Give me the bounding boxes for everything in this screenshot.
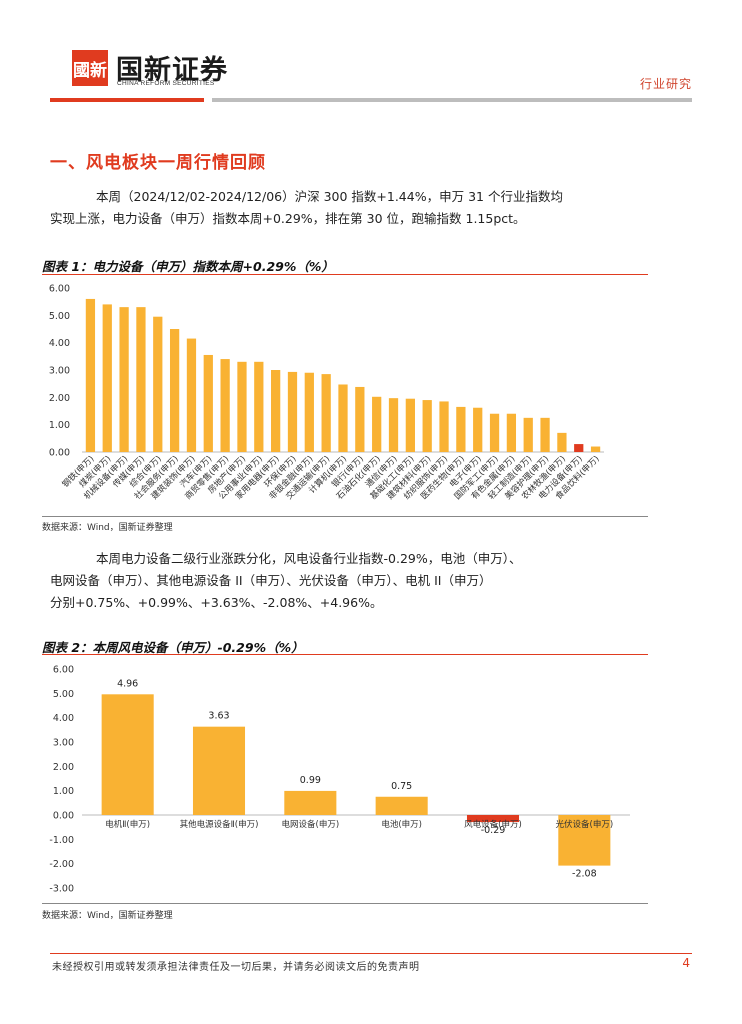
report-type: 行业研究 [639, 77, 692, 91]
chart1-y-tick: 2.00 [49, 393, 70, 404]
paragraph-sub-industry: 本周电力设备二级行业涨跌分化，风电设备行业指数-0.29%，电池（申万）、 电网… [50, 548, 670, 614]
company-name-en: CHINA REFORM SECURITIES [117, 80, 215, 87]
chart1-bar [136, 307, 146, 452]
chart1-bar [271, 370, 281, 452]
chart2-x-tick: 光伏设备(申万) [556, 819, 614, 830]
paragraph-line: 分别+0.75%、+0.99%、+3.63%、-2.08%、+4.96%。 [50, 595, 383, 610]
chart1-bar [85, 298, 96, 452]
chart2-title: 图表 2：本周风电设备（申万）-0.29%（%） [42, 640, 304, 655]
chart2-y-tick: 2.00 [53, 762, 74, 773]
chart2-data-label: -2.08 [572, 869, 597, 880]
chart1-bar [590, 446, 601, 452]
chart1-title: 图表 1：电力设备（申万）指数本周+0.29%（%） [42, 259, 334, 274]
chart2-y-tick: -1.00 [49, 835, 74, 846]
chart2-y-tick: -2.00 [49, 859, 74, 870]
paragraph-line: 本周（2024/12/02-2024/12/06）沪深 300 指数+1.44%… [96, 189, 563, 204]
chart1-bar [304, 372, 314, 452]
chart2-data-label: 0.99 [300, 775, 321, 786]
chart2-y-tick: -3.00 [49, 884, 74, 895]
chart1-bar [119, 307, 129, 452]
chart2-y-tick: 5.00 [53, 689, 74, 700]
chart1-bar [489, 413, 500, 452]
paragraph-line: 实现上涨，电力设备（申万）指数本周+0.29%，排在第 30 位，跑输指数 1.… [50, 211, 526, 226]
chart1-bar [338, 384, 348, 452]
chart1-bar [321, 374, 331, 452]
chart1-bar [473, 407, 483, 452]
chart2-y-tick: 0.00 [53, 811, 74, 822]
chart1-bottom-rule [42, 516, 648, 517]
chart2-bar [284, 790, 337, 815]
chart2-bar [466, 815, 520, 823]
chart1-bar [540, 417, 550, 452]
chart1-bar [388, 398, 399, 452]
chart2-y-tick: 1.00 [53, 786, 74, 797]
chart2-data-label: 3.63 [208, 711, 229, 722]
footer-rule [50, 953, 692, 954]
company-logo: 國新 [72, 50, 108, 86]
chart2-svg: -3.00 -2.00 -1.00 0.00 1.00 2.00 3.00 4.00 5.00 6… [49, 665, 630, 895]
chart2-x-tick: 电机Ⅱ(申万) [105, 819, 150, 830]
chart2-x-tick: 风电设备(申万) [464, 819, 522, 830]
chart2-top-rule [42, 654, 648, 655]
chart1-bar [506, 413, 517, 452]
chart1-bar [186, 338, 197, 452]
paragraph-line: 电网设备（申万）、其他电源设备 II（申万）、光伏设备（申万）、电机 II（申万… [50, 573, 492, 588]
chart2-y-tick: 4.00 [53, 713, 74, 724]
chart1-bar [372, 396, 382, 452]
chart1-bar [203, 354, 213, 452]
chart2-data-label: -0.29 [481, 825, 506, 836]
chart2-data-label: 4.96 [117, 678, 138, 689]
chart1-bar [422, 400, 432, 452]
chart2-x-tick: 电网设备(申万) [282, 819, 340, 830]
chart2-bar [375, 796, 428, 815]
chart1-bar [523, 417, 533, 452]
chart2-bottom-rule [42, 903, 648, 904]
chart1-y-tick: 3.00 [49, 366, 70, 377]
footer-disclaimer: 未经授权引用或转发须承担法律责任及一切后果，并请务必阅读文后的免责声明 [52, 962, 420, 973]
chart1-y-tick: 4.00 [49, 338, 70, 349]
chart2-bar [192, 726, 246, 815]
chart1-svg: 0.001.002.003.004.005.006.00 钢铁(申万)煤炭(申万… [49, 284, 604, 502]
chart1-bar [574, 444, 584, 452]
chart2-bar [558, 815, 611, 866]
section-title: 一、风电板块一周行情回顾 [50, 153, 266, 173]
chart1-bar [439, 401, 449, 452]
chart1-bar [456, 406, 466, 452]
chart1-bar [355, 386, 365, 452]
chart1-bar [153, 316, 163, 452]
chart1-bar [102, 304, 112, 452]
chart1-y-tick: 0.00 [49, 448, 70, 459]
chart1-bar [557, 432, 567, 452]
chart2-data-label: 0.75 [391, 781, 412, 792]
chart2-x-tick: 其他电源设备Ⅱ(申万) [180, 819, 259, 830]
company-name: 国新证券 [116, 55, 228, 86]
chart1-y-tick: 5.00 [49, 311, 70, 322]
header-rule-gray [212, 98, 692, 102]
chart1-y-tick: 6.00 [49, 284, 70, 295]
chart1-bar [169, 329, 180, 452]
chart1-bar [254, 361, 264, 452]
chart1-bar [287, 371, 298, 452]
chart1-bar [405, 398, 415, 452]
header-rule-red [50, 98, 204, 102]
chart1-y-tick: 1.00 [49, 420, 70, 431]
chart1-bar [237, 361, 247, 452]
chart2-x-tick: 电池(申万) [381, 819, 422, 830]
chart1-top-rule [42, 274, 648, 275]
paragraph-line: 本周电力设备二级行业涨跌分化，风电设备行业指数-0.29%，电池（申万）、 [96, 551, 522, 566]
chart2-y-tick: 3.00 [53, 738, 74, 749]
chart2-source: 数据来源：Wind，国新证券整理 [42, 911, 173, 921]
chart2-bar [101, 694, 154, 815]
page-number: 4 [682, 956, 690, 970]
paragraph-weekly-summary: 本周（2024/12/02-2024/12/06）沪深 300 指数+1.44%… [50, 186, 670, 230]
chart2-y-tick: 6.00 [53, 665, 74, 676]
chart1-bar [220, 359, 230, 452]
chart1-source: 数据来源：Wind，国新证券整理 [42, 523, 173, 533]
